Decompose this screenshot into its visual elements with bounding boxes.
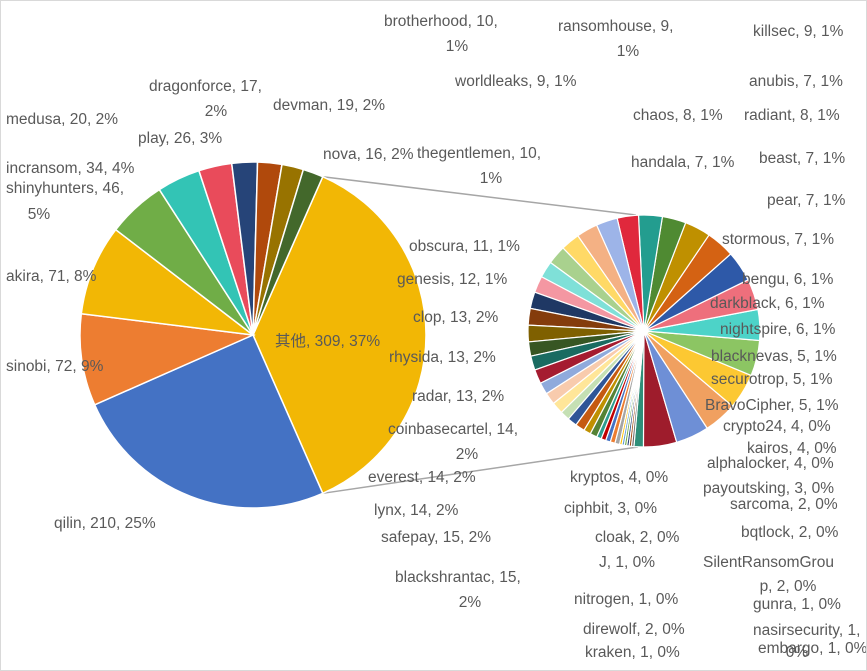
main-label-shinyhunters-line2: 5% <box>28 206 51 223</box>
secondary-label-silentransomgroup-line2: p, 2, 0% <box>760 578 817 595</box>
secondary-label-alphalocker: alphalocker, 4, 0% <box>707 455 834 472</box>
secondary-label-bravocipher: BravoCipher, 5, 1% <box>705 397 839 414</box>
main-label-play: play, 26, 3% <box>138 130 222 147</box>
secondary-label-obscura: obscura, 11, 1% <box>409 238 520 255</box>
main-label-akira: akira, 71, 8% <box>6 268 97 285</box>
main-label-incransom: incransom, 34, 4% <box>6 160 135 177</box>
secondary-label-anubis: anubis, 7, 1% <box>749 73 843 90</box>
secondary-label-safepay: safepay, 15, 2% <box>381 529 491 546</box>
secondary-label-kairos: kairos, 4, 0% <box>747 440 837 457</box>
secondary-label-sarcoma: sarcoma, 2, 0% <box>730 496 838 513</box>
secondary-label-nasirsecurity-line2: 0% <box>786 644 809 661</box>
main-slice-其他 <box>252 175 427 495</box>
secondary-label-blacknevas: blacknevas, 5, 1% <box>711 348 837 365</box>
secondary-label-blackshrantac-line2: 2% <box>459 594 482 611</box>
secondary-label-thegentlemen-line1: thegentlemen, 10, <box>417 145 541 162</box>
secondary-label-everest: everest, 14, 2% <box>368 469 476 486</box>
main-slice-sinobi <box>79 312 256 406</box>
secondary-label-brotherhood-line2: 1% <box>446 38 469 55</box>
secondary-label-nasirsecurity-line1: nasirsecurity, 1, <box>753 622 860 639</box>
secondary-label-ciphbit: ciphbit, 3, 0% <box>564 500 657 517</box>
main-label-其他: 其他, 309, 37% <box>275 332 380 350</box>
main-slice-nova <box>252 168 324 336</box>
connector-line-bottom <box>322 446 639 495</box>
secondary-label-thegentlemen-line2: 1% <box>480 170 503 187</box>
connector-line-top <box>322 175 637 216</box>
main-label-qilin: qilin, 210, 25% <box>54 515 156 532</box>
secondary-label-nitrogen: nitrogen, 1, 0% <box>574 591 678 608</box>
secondary-label-silentransomgroup-line1: SilentRansomGrou <box>703 554 834 571</box>
secondary-label-radiant: radiant, 8, 1% <box>744 107 840 124</box>
main-label-nova: nova, 16, 2% <box>323 146 414 163</box>
secondary-label-pear: pear, 7, 1% <box>767 192 846 209</box>
secondary-label-darkblack: darkblack, 6, 1% <box>710 295 825 312</box>
secondary-label-payoutsking: payoutsking, 3, 0% <box>703 480 834 497</box>
secondary-label-blackshrantac-line1: blackshrantac, 15, <box>395 569 521 586</box>
secondary-label-ransomhouse-line2: 1% <box>617 43 640 60</box>
secondary-label-rhysida: rhysida, 13, 2% <box>389 349 496 366</box>
main-slice-akira <box>80 228 256 337</box>
secondary-label-chaos: chaos, 8, 1% <box>633 107 723 124</box>
secondary-label-coinbasecartel-line1: coinbasecartel, 14, <box>388 421 518 438</box>
main-label-medusa: medusa, 20, 2% <box>6 111 118 128</box>
secondary-label-securotrop: securotrop, 5, 1% <box>711 371 833 388</box>
main-label-dragonforce-line1: dragonforce, 17, <box>149 78 262 95</box>
main-label-sinobi: sinobi, 72, 9% <box>6 358 104 375</box>
secondary-label-beast: beast, 7, 1% <box>759 150 845 167</box>
secondary-label-bqtlock: bqtlock, 2, 0% <box>741 524 839 541</box>
main-label-shinyhunters-line1: shinyhunters, 46, <box>6 180 124 197</box>
secondary-label-radar: radar, 13, 2% <box>412 388 504 405</box>
secondary-label-kryptos: kryptos, 4, 0% <box>570 469 668 486</box>
main-label-dragonforce-line2: 2% <box>205 103 228 120</box>
secondary-label-worldleaks: worldleaks, 9, 1% <box>454 73 577 90</box>
secondary-label-brotherhood-line1: brotherhood, 10, <box>384 13 498 30</box>
secondary-label-j: J, 1, 0% <box>599 554 655 571</box>
secondary-label-clop: clop, 13, 2% <box>413 309 499 326</box>
secondary-label-embargo: embargo, 1, 0% <box>758 640 866 657</box>
secondary-label-lynx: lynx, 14, 2% <box>374 502 459 519</box>
secondary-label-coinbasecartel-line2: 2% <box>456 446 479 463</box>
secondary-slice-kraken <box>630 330 645 448</box>
secondary-label-kraken: kraken, 1, 0% <box>585 644 680 661</box>
secondary-label-ransomhouse-line1: ransomhouse, 9, <box>558 18 673 35</box>
secondary-label-cloak: cloak, 2, 0% <box>595 529 680 546</box>
main-slice-qilin <box>93 334 324 509</box>
secondary-label-handala: handala, 7, 1% <box>631 154 735 171</box>
secondary-label-genesis: genesis, 12, 1% <box>397 271 508 288</box>
secondary-label-killsec: killsec, 9, 1% <box>753 23 844 40</box>
secondary-label-stormous: stormous, 7, 1% <box>722 231 834 248</box>
secondary-label-bengu: bengu, 6, 1% <box>742 271 834 288</box>
secondary-label-gunra: gunra, 1, 0% <box>753 596 841 613</box>
secondary-label-direwolf: direwolf, 2, 0% <box>583 621 685 638</box>
secondary-label-nightspire: nightspire, 6, 1% <box>720 321 836 338</box>
main-label-devman: devman, 19, 2% <box>273 97 385 114</box>
secondary-label-crypto24: crypto24, 4, 0% <box>723 418 831 435</box>
